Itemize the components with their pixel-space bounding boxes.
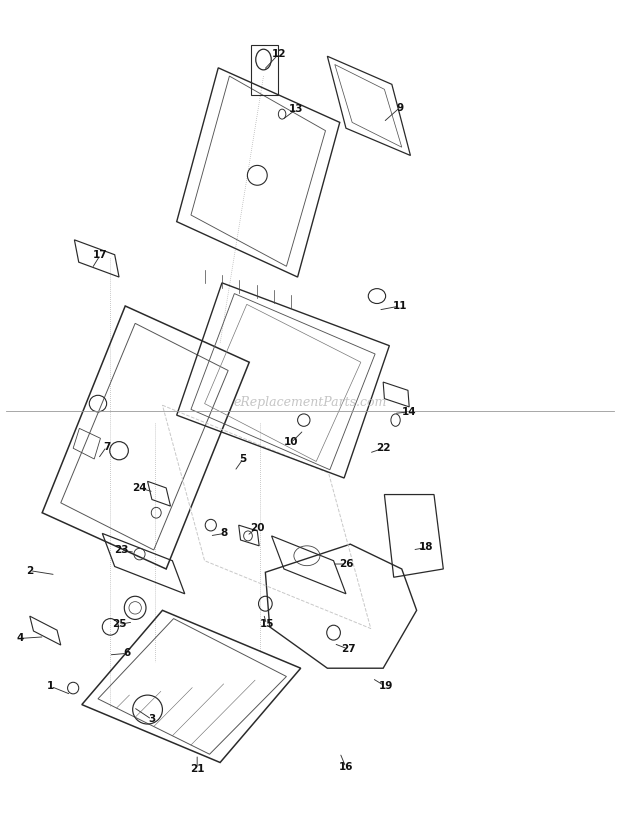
- Text: 25: 25: [112, 619, 126, 629]
- Text: 27: 27: [341, 644, 356, 654]
- Text: 20: 20: [250, 523, 265, 533]
- Text: 4: 4: [16, 633, 24, 643]
- Text: 19: 19: [378, 681, 393, 691]
- Text: 7: 7: [103, 442, 110, 452]
- Text: 14: 14: [402, 407, 417, 417]
- Text: 17: 17: [93, 250, 108, 260]
- Text: 9: 9: [396, 103, 404, 112]
- Text: 12: 12: [272, 49, 286, 59]
- Text: 23: 23: [113, 545, 128, 555]
- Text: 10: 10: [284, 437, 299, 447]
- Text: 1: 1: [47, 681, 55, 691]
- Text: eReplacementParts.com: eReplacementParts.com: [233, 395, 387, 409]
- Text: 11: 11: [392, 301, 407, 311]
- Text: 22: 22: [376, 443, 391, 453]
- Text: 2: 2: [26, 566, 33, 576]
- Text: 8: 8: [221, 528, 228, 538]
- Text: 13: 13: [289, 104, 304, 114]
- Text: 24: 24: [132, 483, 147, 493]
- Text: 16: 16: [339, 762, 353, 772]
- Text: 21: 21: [190, 764, 205, 774]
- Text: 3: 3: [148, 715, 156, 724]
- Text: 18: 18: [419, 543, 434, 552]
- Text: 26: 26: [339, 559, 353, 569]
- Text: 5: 5: [239, 454, 247, 464]
- Text: 15: 15: [259, 619, 274, 629]
- Text: 6: 6: [123, 648, 131, 658]
